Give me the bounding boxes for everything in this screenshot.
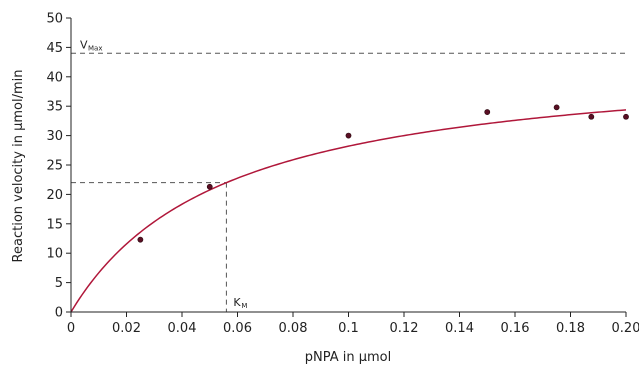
x-tick-label: 0.12 xyxy=(390,321,419,336)
x-tick-label: 0.02 xyxy=(112,321,141,336)
y-tick-label: 5 xyxy=(55,276,63,291)
y-tick-label: 40 xyxy=(46,70,63,85)
x-axis-title: pNPA in μmol xyxy=(305,350,392,365)
data-point xyxy=(345,132,352,139)
y-tick-label: 0 xyxy=(55,306,63,321)
x-tick-label: 0.08 xyxy=(279,321,308,336)
y-tick-label: 30 xyxy=(46,129,63,144)
y-tick-label: 50 xyxy=(46,12,63,27)
y-tick-label: 25 xyxy=(46,159,63,174)
data-point xyxy=(623,113,629,120)
data-point xyxy=(588,113,595,120)
fit-curve-layer xyxy=(70,109,627,313)
vmax-label-sub: Max xyxy=(88,44,102,52)
y-axis-title: Reaction velocity in μmol/min xyxy=(11,70,26,263)
data-points xyxy=(137,104,629,243)
x-tick-label: 0.18 xyxy=(556,321,585,336)
x-tick-label: 0.1 xyxy=(338,321,359,336)
annotations: V Max K M xyxy=(80,38,247,310)
x-tick-label: 0.06 xyxy=(223,321,252,336)
y-tick-label: 35 xyxy=(46,100,63,115)
data-point xyxy=(137,236,144,243)
x-tick-label: 0 xyxy=(67,321,75,336)
km-label-sub: M xyxy=(241,302,247,310)
fit-curve xyxy=(70,109,627,313)
data-point xyxy=(206,183,213,190)
axes: 0 5 10 15 20 25 30 35 40 45 50 0 0.02 0.04 0.06 0.08 0.1… xyxy=(46,12,639,337)
y-tick-label: 20 xyxy=(46,188,63,203)
y-tick-label: 10 xyxy=(46,247,63,262)
x-tick-label: 0.04 xyxy=(168,321,197,336)
y-tick-label: 45 xyxy=(46,41,63,56)
x-tick-label: 0.20 xyxy=(612,321,639,336)
x-tick-label: 0.14 xyxy=(445,321,474,336)
vmax-label: V xyxy=(80,38,88,51)
y-tick-label: 15 xyxy=(46,217,63,232)
x-tick-label: 0.16 xyxy=(501,321,530,336)
reference-lines xyxy=(71,52,626,312)
km-label: K xyxy=(233,296,241,309)
data-point xyxy=(484,109,491,115)
data-point xyxy=(553,104,560,111)
